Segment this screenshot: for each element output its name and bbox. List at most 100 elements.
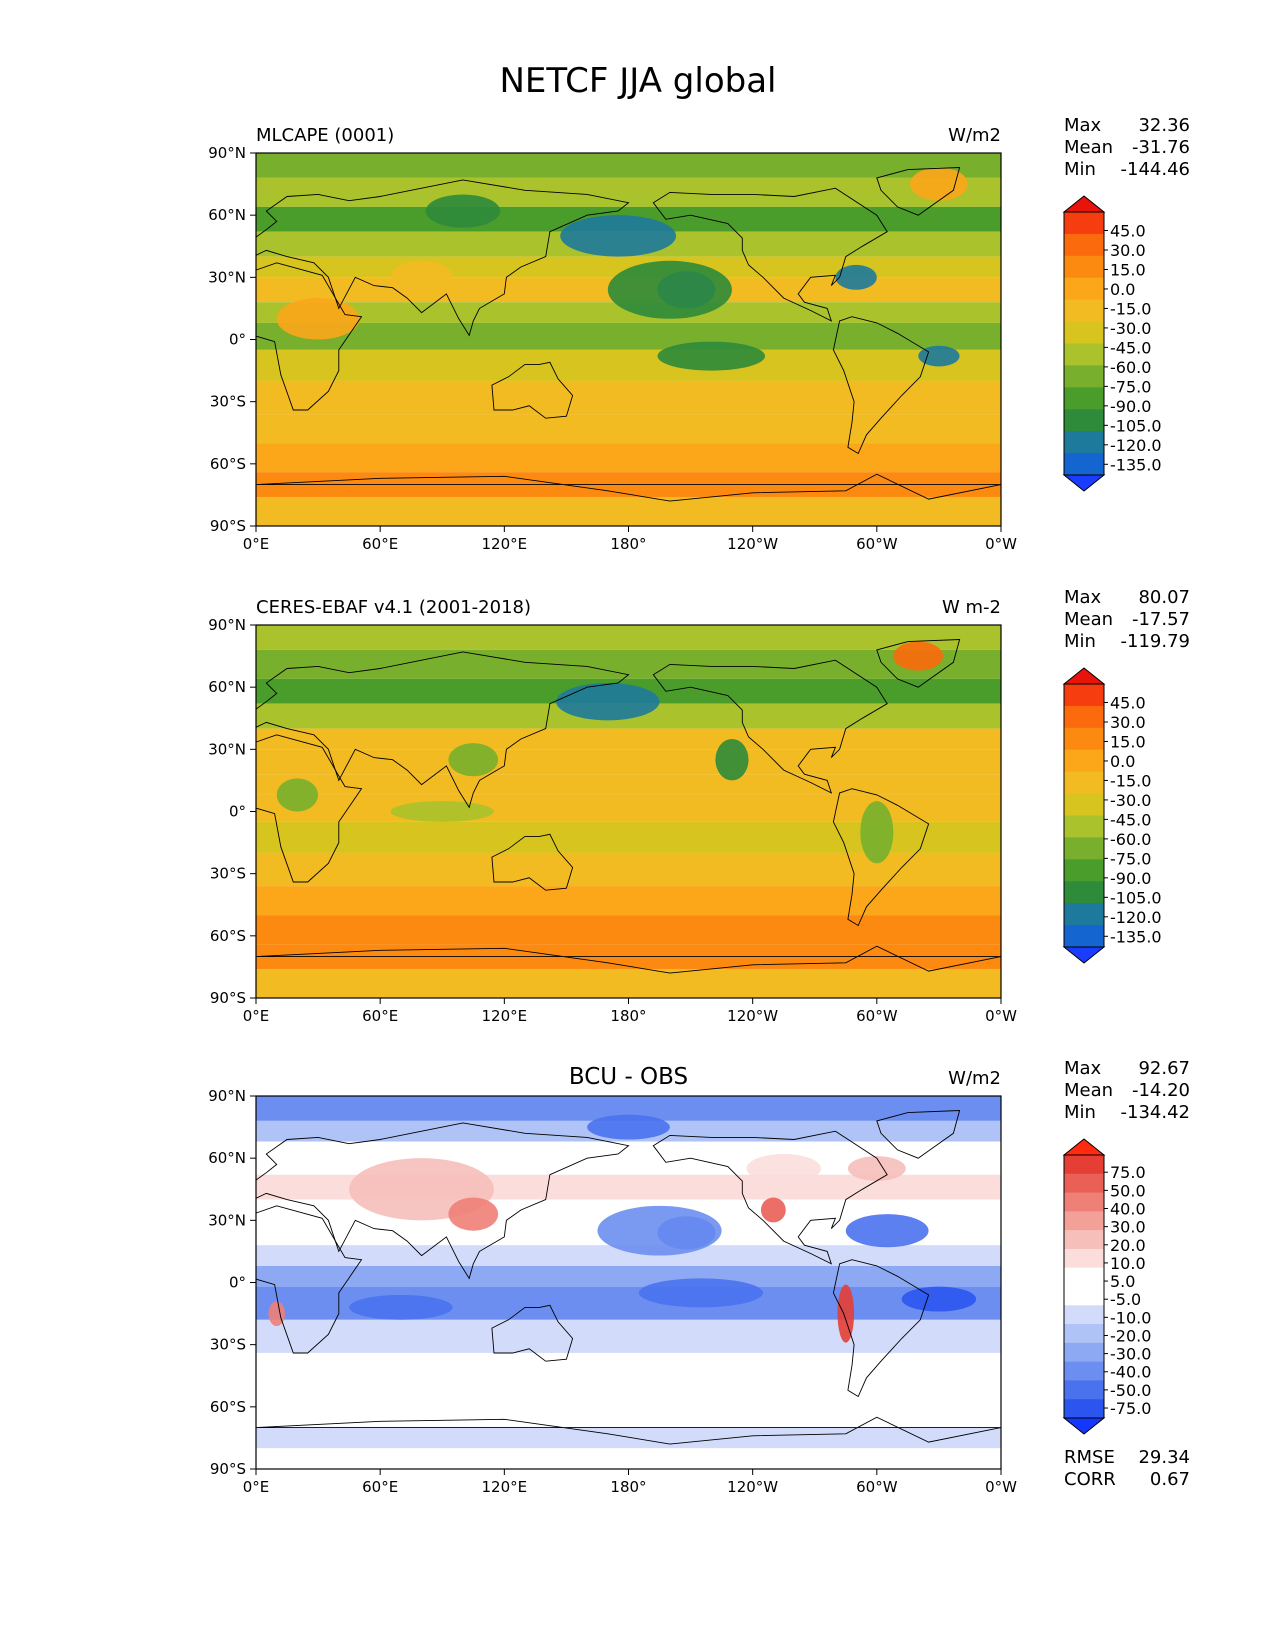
colorbar-label: -60.0: [1110, 830, 1151, 849]
y-tick-label: 90°N: [208, 616, 246, 634]
colorbar-segment: [1064, 684, 1104, 707]
y-tick-label: 90°S: [210, 517, 246, 535]
coastline-africa: [256, 1205, 363, 1354]
colorbar-segment: [1064, 343, 1104, 366]
field-band: [256, 649, 1001, 679]
field-anomaly: [837, 1284, 855, 1343]
colorbar-segment: [1064, 431, 1104, 454]
field-anomaly: [560, 215, 677, 257]
y-tick-label: 60°S: [210, 455, 246, 473]
colorbar-label: 0.0: [1110, 280, 1135, 299]
colorbar-label: 20.0: [1110, 1236, 1146, 1255]
field-anomaly: [901, 1286, 977, 1312]
coastline-antarctica: [256, 1416, 1001, 1445]
colorbar-label: 30.0: [1110, 713, 1146, 732]
colorbar-extend-bottom: [1062, 1417, 1106, 1435]
field-anomaly: [657, 341, 766, 371]
field-band: [256, 774, 1001, 795]
field-band: [256, 302, 1001, 323]
y-tick-label: 90°S: [210, 1460, 246, 1478]
x-tick-label: 0°E: [243, 1007, 270, 1025]
colorbar-segment: [1064, 321, 1104, 344]
field-anomaly: [268, 1301, 285, 1327]
y-tick-label: 30°S: [210, 393, 246, 411]
coastline-eurasia: [256, 1122, 630, 1280]
field-anomaly: [893, 641, 944, 671]
y-tick-label: 30°S: [210, 865, 246, 883]
colorbar-segment: [1064, 1230, 1104, 1250]
colorbar-label: 30.0: [1110, 241, 1146, 260]
colorbar-segment: [1064, 1173, 1104, 1194]
field-anomaly: [597, 1205, 722, 1256]
field-anomaly: [448, 743, 499, 777]
panels: 0°E 60°E 120°E 180° 120°W 60°W 0°W 90°N 60°N 30°N…: [208, 115, 1190, 1496]
colorbar-label: -135.0: [1110, 455, 1162, 474]
field-anomaly: [448, 1197, 499, 1231]
y-tick-label: 30°S: [210, 1336, 246, 1354]
y-tick-label: 60°S: [210, 1398, 246, 1416]
colorbar-label: -45.0: [1110, 338, 1151, 357]
colorbar-label: -30.0: [1110, 319, 1151, 338]
colorbar-segment: [1064, 727, 1104, 751]
coastline-samerica: [832, 316, 930, 455]
panel-units: W/m2: [948, 1068, 1001, 1089]
y-tick-label: 0°: [229, 1274, 246, 1292]
colorbar-label: -10.0: [1110, 1308, 1151, 1327]
colorbar-label: -15.0: [1110, 299, 1151, 318]
colorbar-extend-bottom: [1062, 474, 1106, 492]
stat-label: Mean: [1064, 609, 1113, 630]
colorbar-label: -75.0: [1110, 849, 1151, 868]
field-band: [256, 728, 1001, 750]
colorbar-label: -40.0: [1110, 1363, 1151, 1382]
y-tick-label: 60°N: [208, 206, 246, 224]
y-tick-label: 60°N: [208, 1149, 246, 1167]
stat-value: -119.79: [1121, 631, 1190, 652]
colorbar-label: 40.0: [1110, 1200, 1146, 1219]
field-band: [256, 349, 1001, 381]
y-tick-label: 30°N: [208, 740, 246, 758]
colorbar-label: 0.0: [1110, 752, 1135, 771]
coastline-namerica: [652, 659, 888, 794]
field-anomaly: [760, 1197, 786, 1223]
panel-center-title: BCU - OBS: [569, 1064, 688, 1090]
stat-value: 92.67: [1138, 1058, 1190, 1079]
coastline-australia: [491, 1304, 574, 1362]
stat-label: Mean: [1064, 137, 1113, 158]
field-band: [256, 322, 1001, 350]
panel-units: W/m2: [948, 125, 1001, 146]
x-tick-label: 120°W: [727, 1007, 778, 1025]
field-band: [256, 968, 1001, 998]
field-band: [256, 153, 1001, 178]
colorbar-label: 15.0: [1110, 260, 1146, 279]
x-tick-label: 0°W: [985, 535, 1017, 553]
coastline-namerica: [652, 187, 888, 322]
colorbar-label: -5.0: [1110, 1290, 1141, 1309]
colorbar-frame: [1063, 683, 1105, 948]
colorbar-label: 45.0: [1110, 222, 1146, 241]
colorbar-segment: [1064, 1305, 1104, 1325]
panel-model: 0°E 60°E 120°E 180° 120°W 60°W 0°W 90°N 60°N 30°N…: [208, 115, 1190, 553]
field-anomaly: [276, 298, 360, 340]
colorbar-frame: [1063, 211, 1105, 476]
extra-stat-label: CORR: [1064, 1469, 1116, 1490]
x-tick-label: 0°W: [985, 1478, 1017, 1496]
y-tick-label: 60°S: [210, 927, 246, 945]
colorbar-label: -75.0: [1110, 1399, 1151, 1418]
colorbar-label: -20.0: [1110, 1326, 1151, 1345]
x-tick-label: 120°E: [482, 1478, 528, 1496]
colorbar-segment: [1064, 815, 1104, 838]
colorbar-label: 50.0: [1110, 1181, 1146, 1200]
stat-label: Mean: [1064, 1080, 1113, 1101]
panel-units: W m-2: [942, 597, 1001, 618]
colorbar-label: 45.0: [1110, 694, 1146, 713]
colorbar-segment: [1064, 1324, 1104, 1344]
field-band: [256, 625, 1001, 650]
coastline-eurasia: [256, 179, 630, 337]
stat-label: Min: [1064, 1102, 1096, 1123]
field-anomaly: [607, 260, 732, 319]
x-tick-label: 60°E: [362, 1007, 398, 1025]
colorbar-label: -50.0: [1110, 1381, 1151, 1400]
field-anomaly: [918, 345, 960, 367]
colorbar-segment: [1064, 409, 1104, 432]
stat-label: Min: [1064, 159, 1096, 180]
